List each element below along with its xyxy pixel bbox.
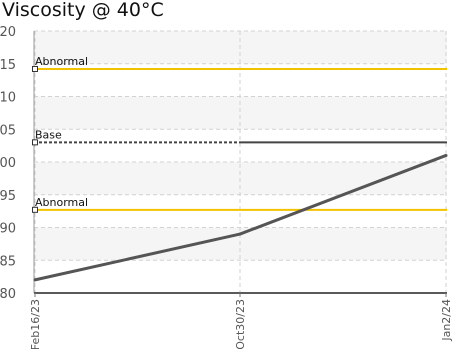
x-axis: Feb16/23 Oct30/23 Jan2/24 [29,292,453,349]
reference-marker [32,65,38,72]
reference-line-label: Base [35,128,62,141]
data-point [238,232,242,236]
x-tick-label: Feb16/23 [29,299,42,349]
reference-line-label: Abnormal [35,55,88,68]
reference-marker [32,139,38,146]
data-point [33,278,37,282]
y-tick-label: 120 [0,25,16,40]
reference-line-label: Abnormal [35,196,88,209]
y-axis: 80 85 90 95 100 105 110 115 120 [0,25,35,302]
reference-lines: Abnormal Base Abnormal [32,55,447,213]
y-tick-label: 100 [0,156,16,171]
data-point [444,153,448,157]
x-tick-label: Oct30/23 [234,299,247,349]
x-tick-label: Jan2/24 [440,299,453,342]
y-tick-label: 105 [0,123,16,138]
y-tick-label: 110 [0,91,16,106]
y-tick-label: 115 [0,58,16,73]
y-tick-label: 95 [0,189,16,204]
series-lines [33,153,448,282]
reference-marker [32,206,38,213]
y-tick-label: 90 [0,222,16,237]
chart-title: Viscosity @ 40°C [2,0,164,21]
y-tick-label: 85 [0,254,16,269]
y-tick-label: 80 [0,287,16,302]
